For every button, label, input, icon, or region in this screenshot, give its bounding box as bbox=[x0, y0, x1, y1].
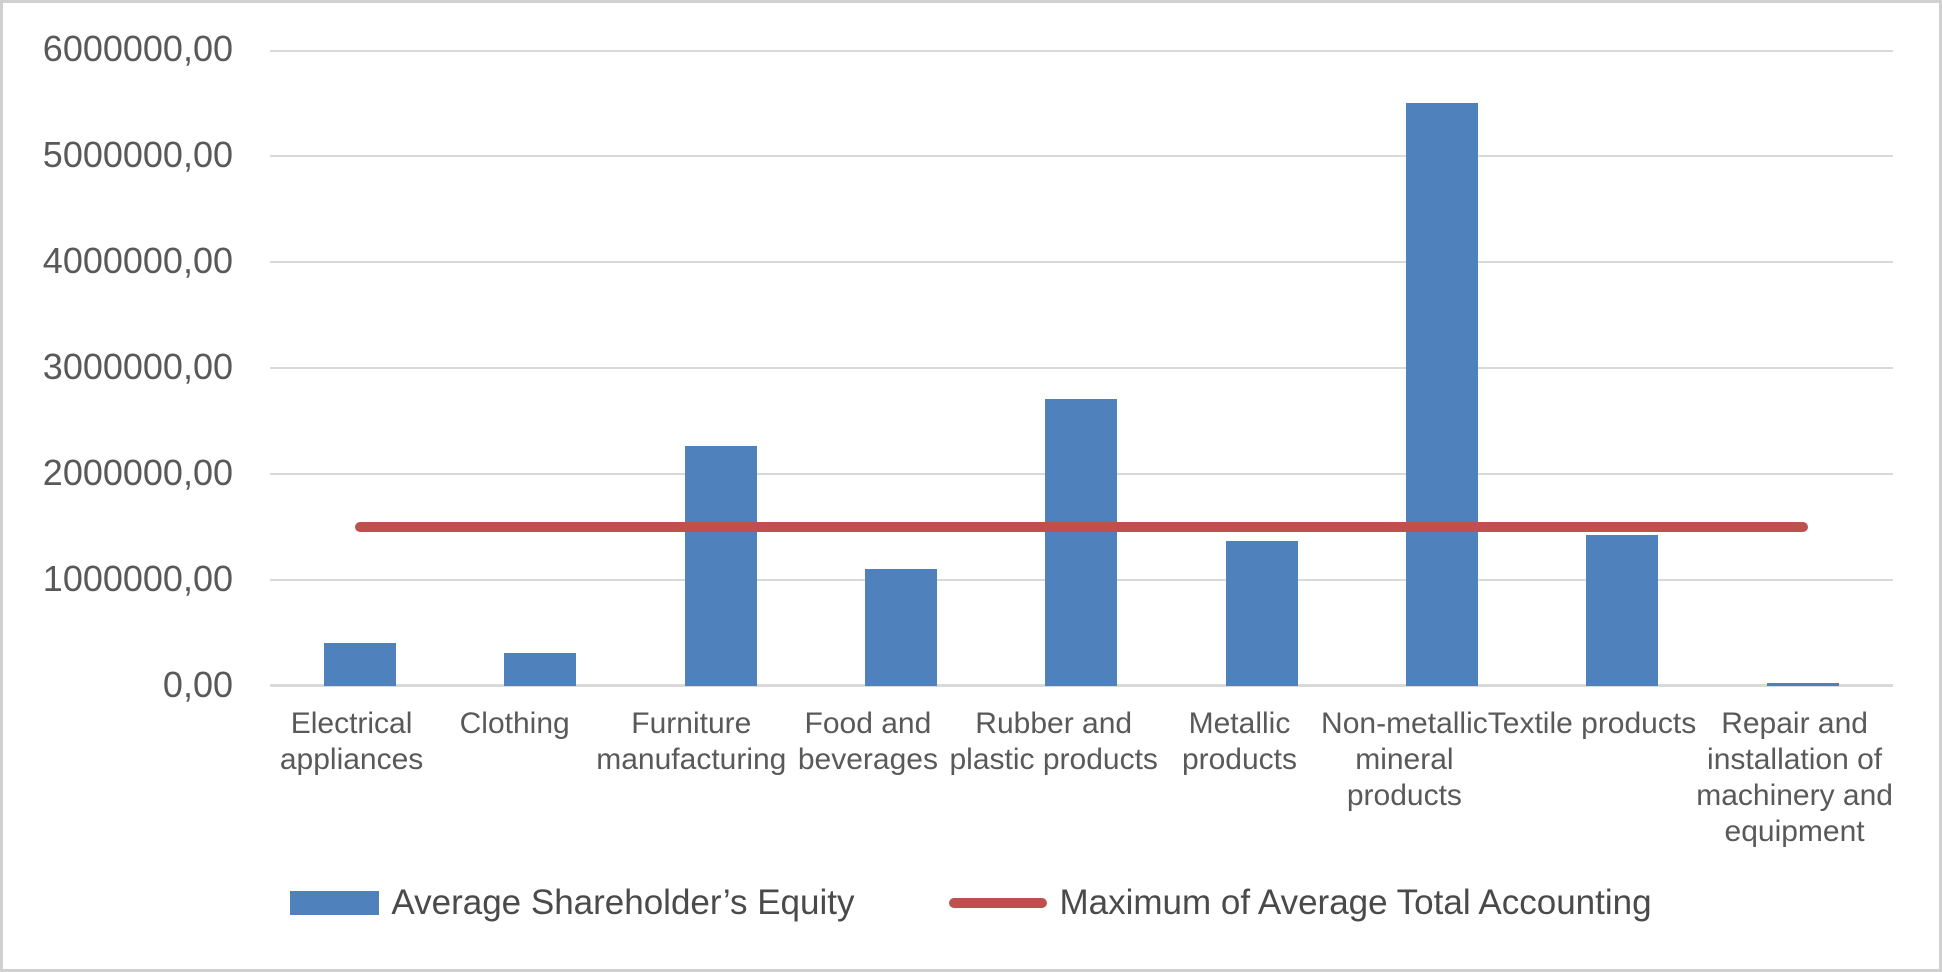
y-tick-label: 5000000,00 bbox=[42, 134, 233, 176]
y-tick-label: 1000000,00 bbox=[42, 558, 233, 600]
x-category-label: Electrical appliances bbox=[279, 707, 424, 776]
bar bbox=[684, 446, 757, 686]
x-label-slot: Furniture manufacturing bbox=[596, 706, 786, 778]
x-category-label: Non-metallic mineral products bbox=[1321, 707, 1488, 812]
x-category-label: Rubber and plastic products bbox=[949, 707, 1158, 776]
bar-slot bbox=[1532, 50, 1712, 686]
bar bbox=[1766, 683, 1839, 686]
x-label-slot: Repair and installation of machinery and eq… bbox=[1696, 706, 1893, 850]
legend-line-swatch bbox=[949, 898, 1048, 908]
y-tick-label: 2000000,00 bbox=[42, 452, 233, 494]
x-label-slot: Clothing bbox=[433, 706, 596, 742]
gridline bbox=[270, 367, 1893, 369]
x-category-label: Clothing bbox=[459, 707, 570, 740]
bar bbox=[1586, 535, 1659, 686]
legend-bar-swatch bbox=[290, 891, 380, 915]
bar-slot bbox=[1352, 50, 1532, 686]
x-axis: Electrical appliances Clothing Furniture man… bbox=[270, 706, 1893, 850]
y-axis: 6000000,00 5000000,00 4000000,00 3000000,00… bbox=[3, 3, 233, 969]
max-average-total-accounting-line bbox=[355, 522, 1808, 532]
bar bbox=[504, 653, 577, 686]
x-category-label: Repair and installation of machinery and eq… bbox=[1696, 707, 1893, 848]
x-label-slot: Food and beverages bbox=[786, 706, 949, 778]
bar-slot bbox=[1713, 50, 1893, 686]
y-tick-label: 4000000,00 bbox=[42, 240, 233, 282]
bar bbox=[324, 643, 397, 686]
x-label-slot: Non-metallic mineral products bbox=[1321, 706, 1488, 814]
bar-slot bbox=[991, 50, 1171, 686]
x-category-label: Food and beverages bbox=[797, 707, 938, 776]
bar-slot bbox=[811, 50, 991, 686]
legend-label: Maximum of Average Total Accounting bbox=[1059, 883, 1652, 922]
legend-item: Average Shareholder’s Equity bbox=[290, 883, 854, 923]
x-label-slot: Textile products bbox=[1488, 706, 1696, 742]
gridline bbox=[270, 261, 1893, 263]
y-tick-label: 3000000,00 bbox=[42, 346, 233, 388]
x-label-slot: Electrical appliances bbox=[270, 706, 433, 778]
legend-label: Average Shareholder’s Equity bbox=[391, 883, 855, 922]
bar bbox=[1406, 103, 1479, 686]
bar-slot bbox=[450, 50, 630, 686]
gridline bbox=[270, 50, 1893, 52]
x-label-slot: Rubber and plastic products bbox=[949, 706, 1157, 778]
legend: Average Shareholder’s Equity Maximum of A… bbox=[3, 883, 1939, 923]
bar bbox=[865, 569, 938, 686]
legend-item: Maximum of Average Total Accounting bbox=[949, 883, 1652, 923]
x-category-label: Furniture manufacturing bbox=[596, 707, 787, 776]
plot-area bbox=[270, 50, 1893, 687]
y-tick-label: 0,00 bbox=[162, 664, 233, 706]
bar-slot bbox=[631, 50, 811, 686]
bar-slot bbox=[270, 50, 450, 686]
x-label-slot: Metallic products bbox=[1158, 706, 1321, 778]
x-category-label: Metallic products bbox=[1181, 707, 1298, 776]
bar bbox=[1045, 399, 1118, 686]
y-tick-label: 6000000,00 bbox=[42, 28, 233, 70]
bar-series bbox=[270, 50, 1893, 686]
bar-slot bbox=[1172, 50, 1352, 686]
bar bbox=[1225, 541, 1298, 686]
gridline bbox=[270, 155, 1893, 157]
x-category-label: Textile products bbox=[1487, 707, 1697, 740]
